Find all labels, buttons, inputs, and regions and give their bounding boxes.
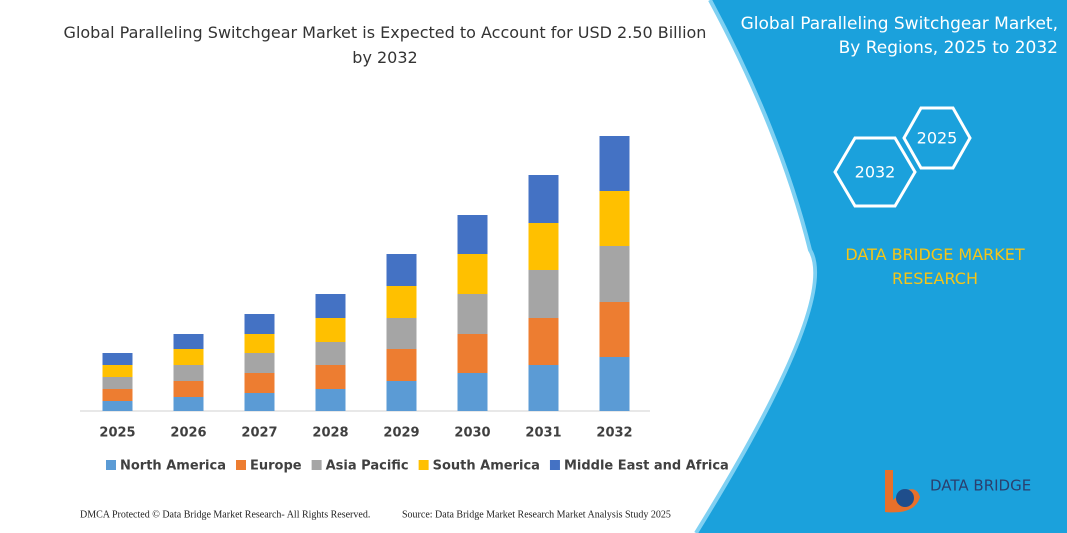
- x-tick-label: 2025: [99, 426, 135, 441]
- bar-segment: [386, 254, 417, 286]
- legend-label: South America: [433, 459, 540, 474]
- x-tick-label: 2027: [241, 426, 277, 441]
- panel-edge: [694, 0, 818, 533]
- bar-segment: [457, 254, 488, 294]
- bar-segment: [173, 397, 204, 411]
- bar-segment: [528, 318, 559, 365]
- legend-label: Middle East and Africa: [564, 459, 729, 474]
- bar-segment: [599, 136, 630, 191]
- bar-segment: [599, 191, 630, 246]
- brand: DATA BRIDGE MARKET RESEARCH: [845, 245, 1025, 288]
- bar-segment: [173, 381, 204, 397]
- legend-swatch: [106, 460, 116, 470]
- hexagon-label: 2032: [855, 163, 896, 182]
- bar-segment: [599, 302, 630, 357]
- panel-title: Global Paralleling Switchgear Market, By…: [740, 14, 1058, 58]
- footer-right: Source: Data Bridge Market Research Mark…: [402, 509, 671, 520]
- legend-swatch: [236, 460, 246, 470]
- bar-segment: [386, 381, 417, 411]
- bar-segment: [102, 389, 133, 401]
- bar-segment: [528, 223, 559, 270]
- bar-segment: [457, 215, 488, 254]
- x-tick-label: 2031: [525, 426, 561, 441]
- x-tick-label: 2026: [170, 426, 206, 441]
- x-tick-label: 2030: [454, 426, 490, 441]
- logo-icon: [896, 489, 914, 507]
- bar-segment: [102, 365, 133, 377]
- bar-segment: [528, 365, 559, 411]
- logo-text: DATA BRIDGE: [930, 477, 1031, 495]
- bar-segment: [244, 373, 275, 393]
- bar-segment: [315, 318, 346, 342]
- bar-segment: [457, 294, 488, 334]
- x-tick-label: 2032: [596, 426, 632, 441]
- legend-label: Asia Pacific: [326, 459, 409, 474]
- bar-segment: [315, 294, 346, 318]
- bar-segment: [102, 353, 133, 365]
- bar-segment: [528, 175, 559, 223]
- footer-left: DMCA Protected © Data Bridge Market Rese…: [80, 509, 370, 520]
- bar-segment: [599, 357, 630, 411]
- chart-title: Global Paralleling Switchgear Market is …: [63, 23, 707, 67]
- legend-label: Europe: [250, 459, 302, 474]
- x-tick-label: 2029: [383, 426, 419, 441]
- bar-segment: [244, 353, 275, 373]
- bar-segment: [244, 393, 275, 411]
- bar-segment: [315, 389, 346, 411]
- bar-segment: [244, 314, 275, 334]
- legend-swatch: [418, 460, 429, 470]
- bar-segment: [386, 318, 417, 349]
- bar-segment: [173, 349, 204, 365]
- bar-segment: [457, 334, 488, 373]
- bar-segment: [102, 401, 133, 411]
- bar-segment: [244, 334, 275, 353]
- legend-swatch: [549, 460, 560, 470]
- legend-label: North America: [120, 459, 226, 474]
- bar-segment: [315, 342, 346, 365]
- bar-segment: [528, 270, 559, 318]
- bar-segment: [386, 349, 417, 381]
- bar-segment: [457, 373, 488, 411]
- bar-segment: [315, 365, 346, 389]
- bar-segment: [599, 246, 630, 302]
- hexagon: [833, 136, 917, 208]
- bar-segment: [173, 334, 204, 349]
- bar-segment: [386, 286, 417, 318]
- legend-swatch: [311, 460, 322, 470]
- side-panel: [696, 0, 1067, 533]
- x-tick-label: 2028: [312, 426, 348, 441]
- hexagon: [902, 106, 972, 170]
- hexagon-label: 2025: [917, 129, 958, 148]
- bar-segment: [102, 377, 133, 389]
- bar-segment: [173, 365, 204, 381]
